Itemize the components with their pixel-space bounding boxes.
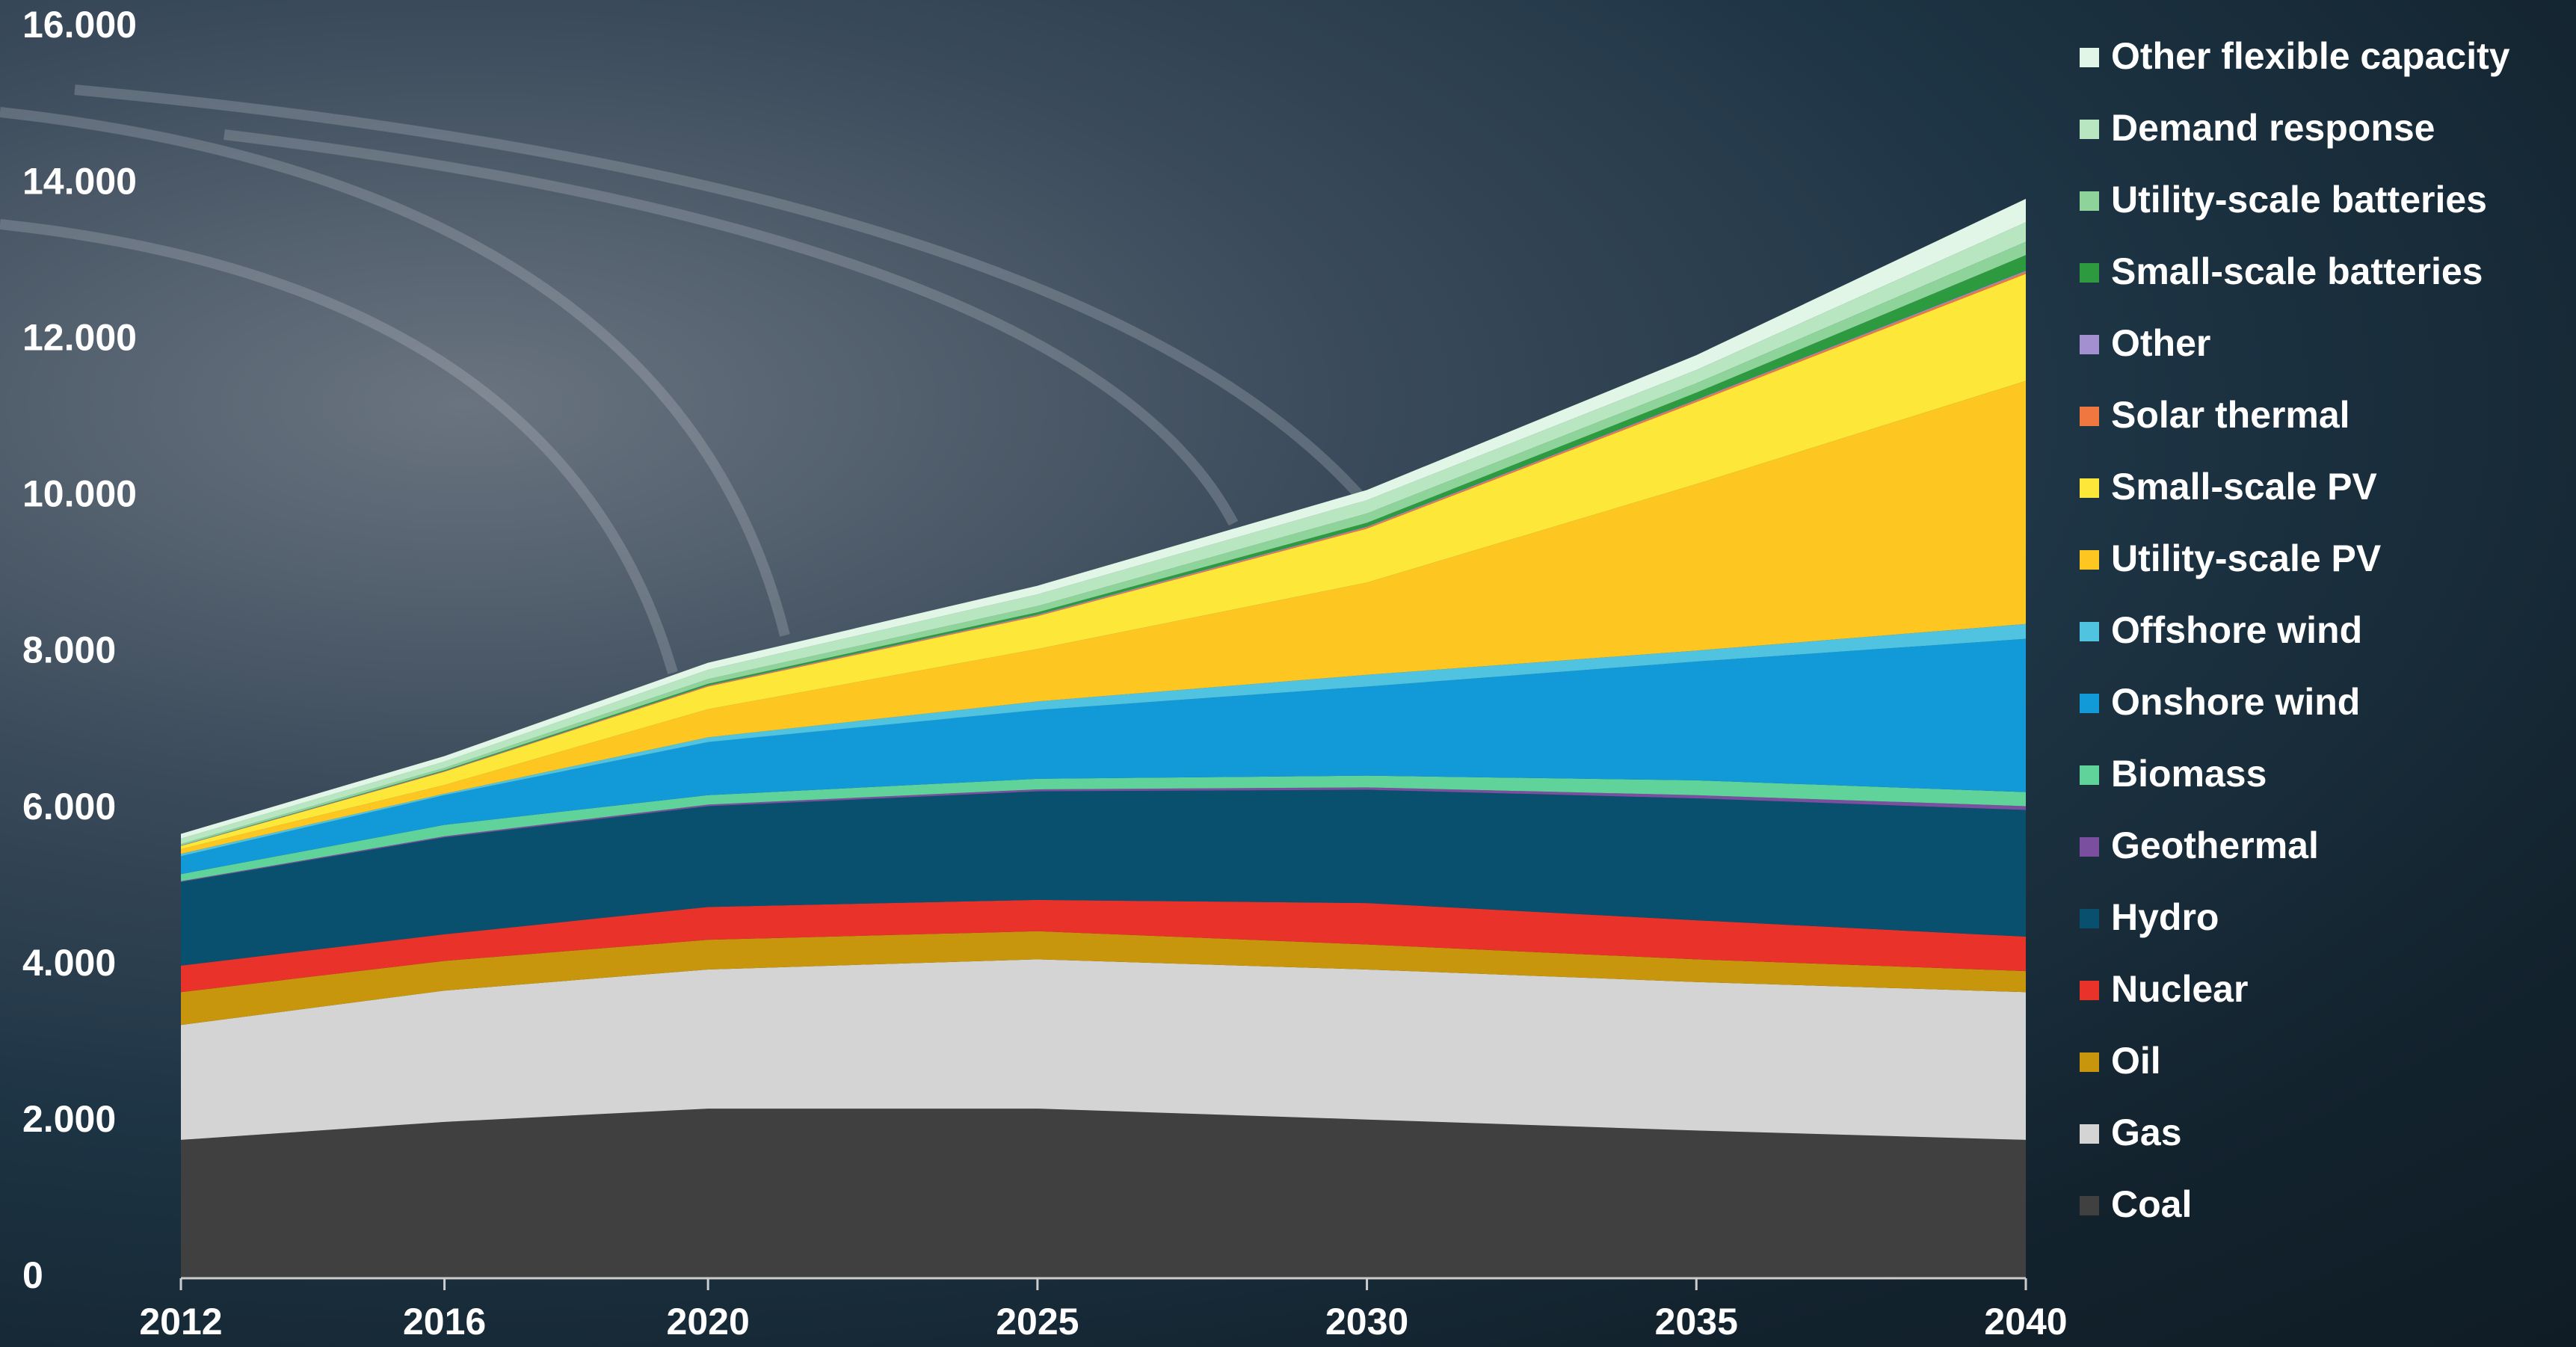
legend-swatch (2080, 550, 2099, 570)
legend-swatch (2080, 1196, 2099, 1215)
legend-swatch (2080, 1124, 2099, 1144)
legend-swatch (2080, 909, 2099, 928)
x-tick-label: 2030 (1325, 1301, 1408, 1343)
legend-swatch (2080, 120, 2099, 139)
legend-label: Demand response (2111, 107, 2435, 149)
x-tick-label: 2025 (996, 1301, 1079, 1343)
legend-label: Coal (2111, 1183, 2192, 1225)
legend-label: Geothermal (2111, 824, 2319, 866)
plot-area (181, 198, 2026, 1278)
area (181, 775, 2026, 881)
legend-label: Utility-scale batteries (2111, 179, 2487, 221)
y-tick-label: 4.000 (22, 942, 116, 984)
y-tick-label: 12.000 (22, 316, 137, 358)
area (181, 1109, 2026, 1278)
legend-label: Offshore wind (2111, 609, 2362, 651)
y-tick-label: 6.000 (22, 786, 116, 827)
legend-swatch (2080, 191, 2099, 211)
legend-swatch (2080, 837, 2099, 857)
y-tick-label: 0 (22, 1254, 43, 1296)
y-tick-label: 16.000 (22, 4, 137, 46)
legend-swatch (2080, 694, 2099, 713)
y-tick-label: 10.000 (22, 473, 137, 515)
y-tick-label: 8.000 (22, 629, 116, 671)
legend-label: Nuclear (2111, 968, 2248, 1010)
legend: Other flexible capacity Demand response Ut… (2080, 35, 2510, 1225)
legend-label: Onshore wind (2111, 681, 2360, 723)
x-tick-label: 2040 (1984, 1301, 2067, 1343)
legend-label: Small-scale batteries (2111, 250, 2483, 292)
legend-swatch (2080, 981, 2099, 1000)
x-tick-label: 2012 (139, 1301, 222, 1343)
legend-label: Other (2111, 322, 2210, 364)
x-tick-label: 2020 (667, 1301, 750, 1343)
area (181, 380, 2026, 854)
axes: 0 2.000 4.000 6.000 8.000 10.000 12.000 14.000 1… (22, 4, 2068, 1343)
legend-label: Hydro (2111, 896, 2219, 938)
legend-swatch (2080, 478, 2099, 498)
legend-swatch (2080, 335, 2099, 354)
legend-swatch (2080, 263, 2099, 283)
legend-swatch (2080, 407, 2099, 426)
decoration (0, 84, 1387, 674)
x-tick-label: 2016 (403, 1301, 486, 1343)
legend-swatch (2080, 765, 2099, 785)
legend-label: Oil (2111, 1040, 2161, 1082)
y-tick-label: 2.000 (22, 1098, 116, 1140)
area (181, 959, 2026, 1140)
area (181, 638, 2026, 875)
legend-swatch (2080, 48, 2099, 67)
legend-swatch (2080, 622, 2099, 641)
legend-label: Utility-scale PV (2111, 537, 2382, 579)
legend-label: Biomass (2111, 753, 2267, 795)
area (181, 899, 2026, 993)
x-tick-label: 2035 (1655, 1301, 1738, 1343)
area (181, 623, 2026, 857)
legend-label: Small-scale PV (2111, 466, 2377, 508)
area (181, 931, 2026, 1026)
y-tick-label: 14.000 (22, 160, 137, 202)
legend-label: Other flexible capacity (2111, 35, 2510, 77)
legend-label: Gas (2111, 1112, 2182, 1153)
legend-swatch (2080, 1052, 2099, 1072)
legend-label: Solar thermal (2111, 394, 2350, 436)
area (181, 789, 2026, 966)
